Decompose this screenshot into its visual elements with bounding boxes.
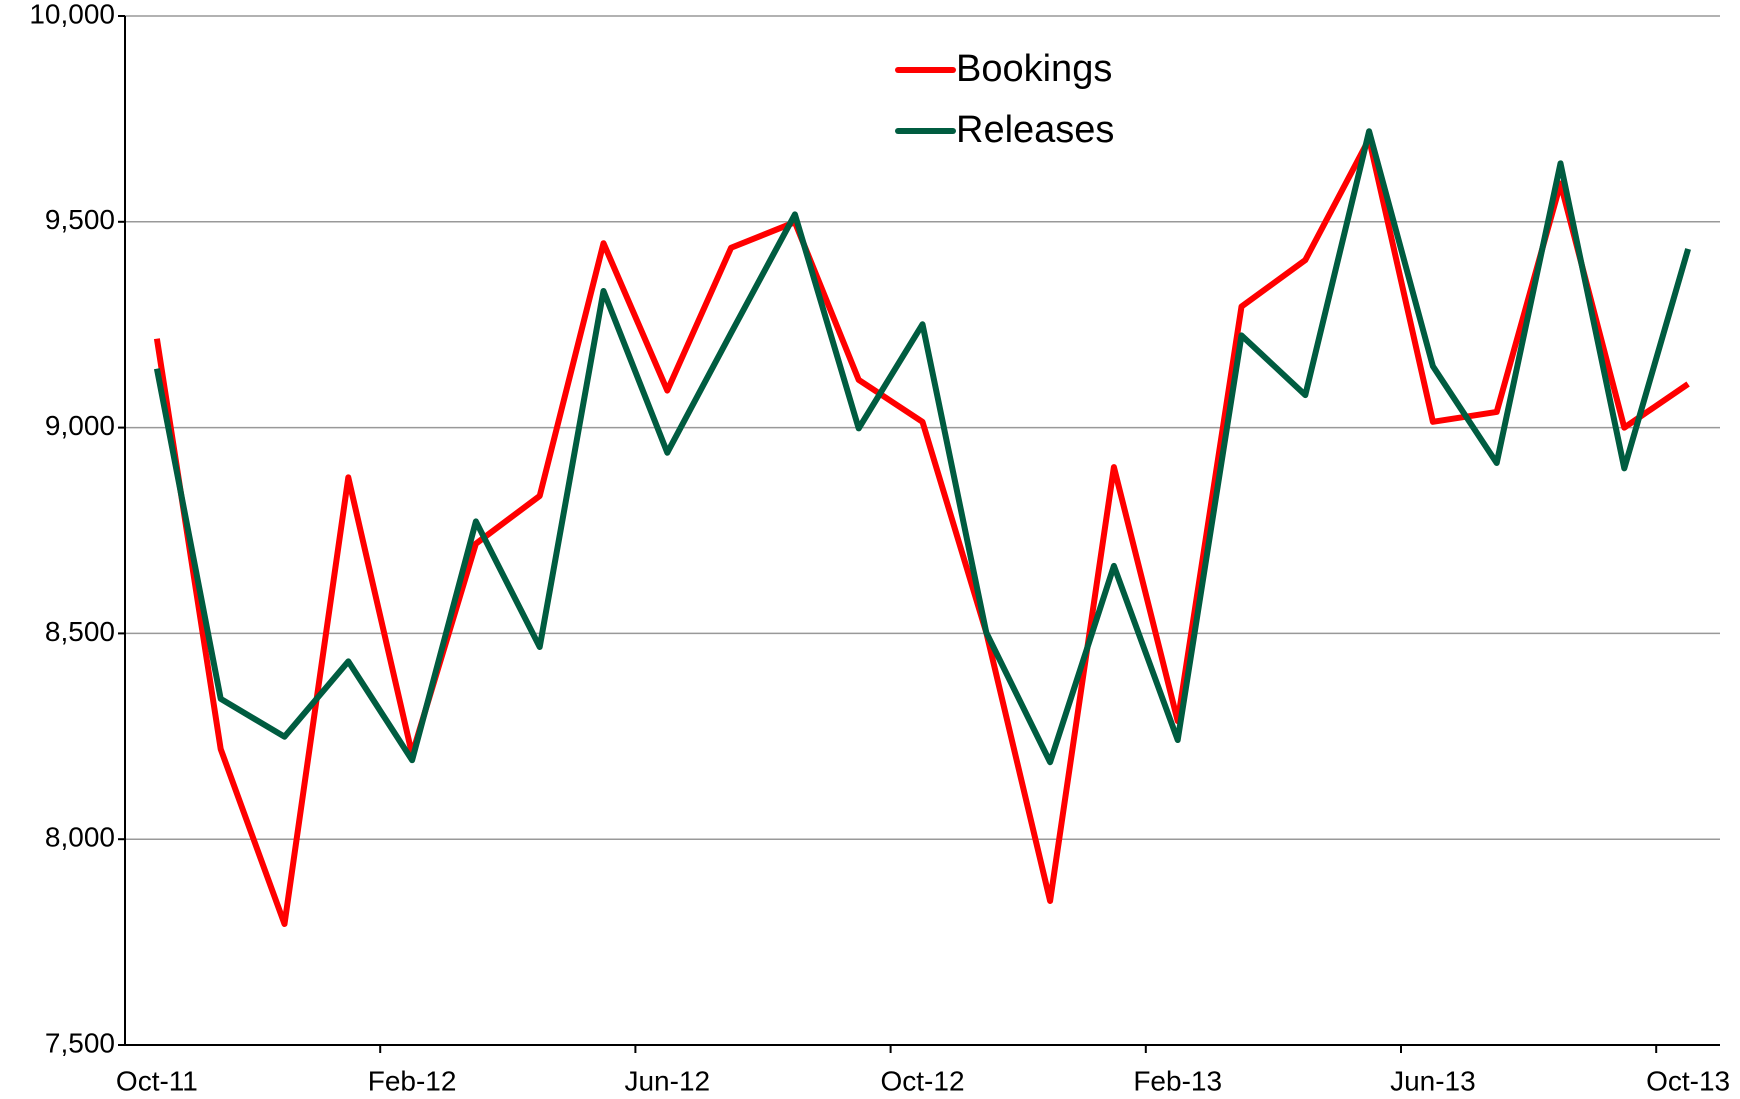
y-tick-label: 9,000	[45, 410, 115, 441]
x-tick-label: Oct-12	[880, 1065, 964, 1096]
x-tick-label: Oct-11	[116, 1065, 198, 1096]
y-tick-label: 7,500	[45, 1027, 115, 1058]
series-line	[153, 136, 1690, 927]
x-tick-label: Feb-13	[1133, 1065, 1222, 1096]
legend-label: Releases	[956, 109, 1114, 151]
y-tick-label: 9,500	[45, 204, 115, 235]
x-tick-label: Jun-12	[624, 1065, 710, 1096]
x-tick-label: Feb-12	[368, 1065, 457, 1096]
y-tick-label: 8,500	[45, 616, 115, 647]
x-tick-label: Oct-13	[1646, 1065, 1730, 1096]
x-tick-label: Jun-13	[1390, 1065, 1476, 1096]
y-tick-label: 10,000	[29, 0, 115, 29]
y-tick-label: 8,000	[45, 822, 115, 853]
series-line	[153, 128, 1691, 766]
legend-label: Bookings	[956, 48, 1112, 90]
